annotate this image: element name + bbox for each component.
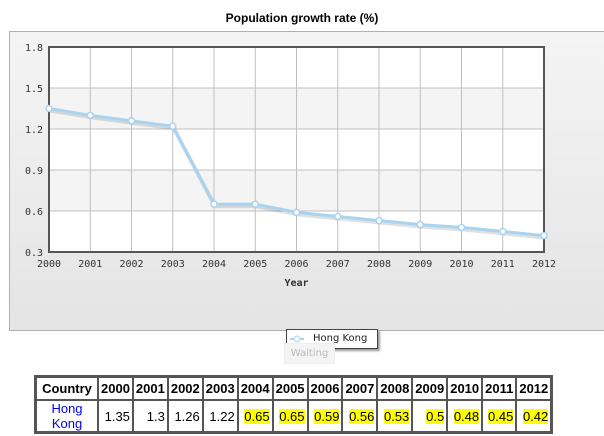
data-point: [169, 122, 177, 131]
legend-label: Hong Kong: [313, 333, 368, 344]
data-point: [45, 104, 53, 113]
y-tick-label: 0.6: [25, 207, 43, 218]
highlighted-value: 0.5: [426, 408, 445, 424]
table-cell: 0.53: [377, 400, 413, 432]
x-tick-label: 2002: [119, 259, 143, 270]
column-header-year: 2012: [516, 377, 552, 400]
data-point: [416, 220, 424, 229]
table-row: Hong Kong 1.35 1.3 1.26 1.22 0.65 0.65 0.59 0.56…: [36, 400, 552, 432]
x-tick-label: 2000: [37, 259, 61, 270]
column-header-year: 2003: [202, 377, 238, 400]
highlighted-value: 0.65: [279, 408, 305, 424]
data-point: [251, 200, 259, 208]
data-point: [457, 223, 466, 232]
chart-panel: 0.3 0.6 0.9 1.2 1.5 1.8 2000 2001 2002 2003 2004 20…: [9, 31, 604, 349]
x-tick-label: 2012: [532, 259, 556, 270]
country-link[interactable]: Hong Kong: [36, 400, 98, 432]
column-header-year: 2002: [167, 377, 203, 400]
data-point: [540, 231, 548, 240]
x-tick-label: 2010: [449, 259, 473, 270]
column-header-year: 2001: [132, 377, 168, 400]
x-tick-label: 2004: [202, 259, 226, 270]
column-header-year: 2004: [237, 377, 273, 400]
column-header-year: 2005: [272, 377, 308, 400]
data-table: Country 2000 2001 2002 2003 2004 2005 2006 2007 2…: [34, 375, 554, 434]
data-point: [499, 227, 507, 236]
x-tick-label: 2003: [161, 259, 185, 270]
table-cell: 1.3: [132, 400, 168, 432]
data-point: [292, 208, 301, 217]
highlighted-value: 0.56: [349, 408, 375, 424]
highlighted-value: 0.48: [453, 408, 480, 424]
plot-border: [48, 46, 545, 253]
highlighted-value: 0.45: [488, 408, 514, 424]
table-cell: 0.45: [482, 400, 517, 432]
data-point: [127, 117, 136, 125]
chart-title: Population growth rate (%): [225, 11, 379, 25]
table-cell: 1.35: [98, 400, 133, 432]
highlighted-value: 0.53: [383, 408, 410, 424]
table-cell: 1.26: [167, 400, 203, 432]
waiting-button[interactable]: Waiting: [284, 343, 335, 364]
y-tick-label: 0.9: [25, 166, 43, 177]
data-point: [210, 200, 218, 208]
legend-marker-icon: [290, 335, 304, 343]
x-tick-label: 2005: [243, 259, 267, 270]
x-tick-label: 2011: [491, 259, 515, 270]
highlighted-value: 0.65: [244, 408, 270, 424]
highlighted-value: 0.59: [314, 408, 340, 424]
x-axis-label: Year: [284, 278, 308, 289]
table-cell: 0.65: [272, 400, 308, 432]
table-cell: 0.5: [412, 400, 448, 432]
data-point: [375, 216, 383, 225]
y-tick-label: 1.8: [25, 43, 43, 54]
table-cell: 0.42: [516, 400, 552, 432]
line-chart: 0.3 0.6 0.9 1.2 1.5 1.8 2000 2001 2002 2003 2004 20…: [25, 43, 556, 289]
table-cell: 0.48: [447, 400, 483, 432]
x-tick-label: 2006: [284, 259, 308, 270]
y-tick-label: 1.2: [25, 125, 43, 136]
table-header-row: Country 2000 2001 2002 2003 2004 2005 2006 2007 2…: [36, 377, 552, 400]
table-cell: 0.59: [307, 400, 343, 432]
y-tick-label: 1.5: [25, 84, 43, 95]
x-tick-label: 2008: [367, 259, 391, 270]
table-cell: 0.65: [237, 400, 273, 432]
column-header-year: 2006: [307, 377, 343, 400]
column-header-year: 2009: [412, 377, 448, 400]
table-cell: 0.56: [342, 400, 378, 432]
data-point: [334, 212, 342, 221]
column-header-country: Country: [36, 377, 98, 400]
data-point: [86, 111, 94, 120]
x-tick-label: 2007: [326, 259, 350, 270]
x-tick-label: 2009: [408, 259, 432, 270]
column-header-year: 2011: [482, 377, 517, 400]
column-header-year: 2008: [377, 377, 413, 400]
y-tick-label: 0.3: [25, 248, 43, 259]
x-tick-label: 2001: [78, 259, 102, 270]
column-header-year: 2010: [447, 377, 483, 400]
column-header-year: 2007: [342, 377, 378, 400]
table-cell: 1.22: [202, 400, 238, 432]
column-header-year: 2000: [98, 377, 133, 400]
highlighted-value: 0.42: [522, 408, 549, 424]
